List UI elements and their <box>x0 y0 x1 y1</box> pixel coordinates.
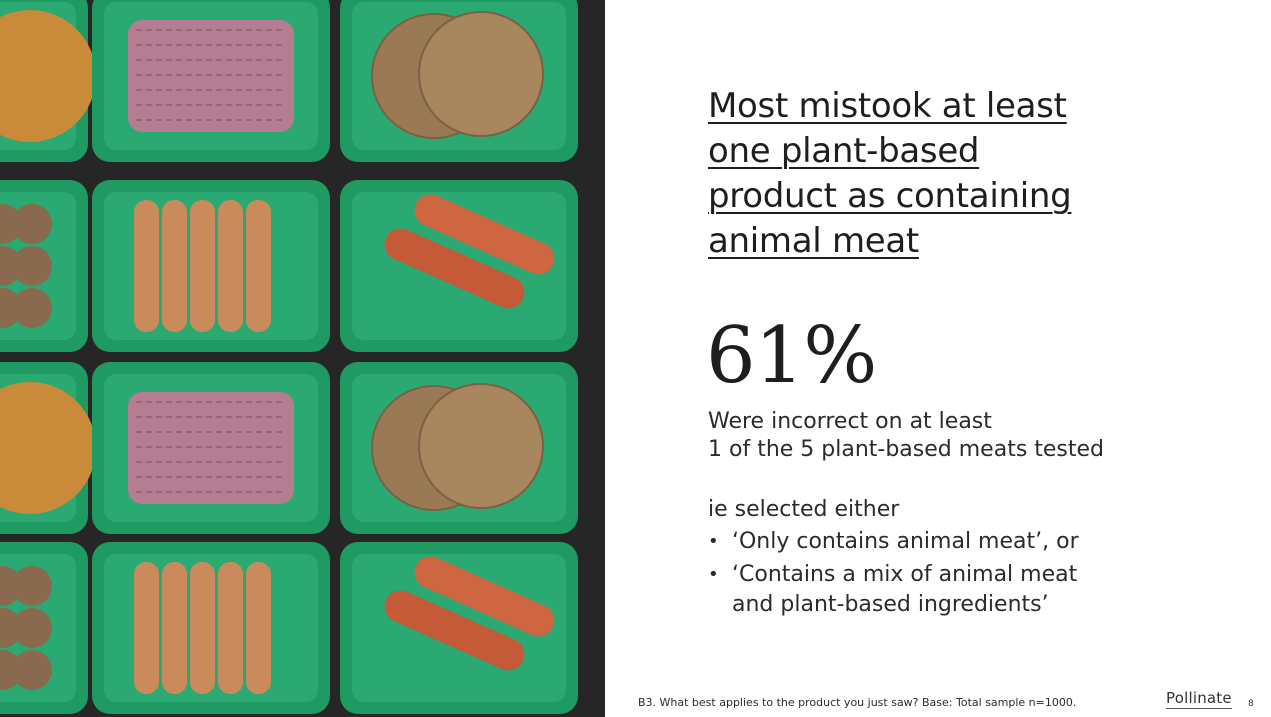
option-text-line-1: ‘Contains a mix of animal meat <box>732 562 1078 587</box>
option-item: • ‘Contains a mix of animal meat and pla… <box>708 560 1228 620</box>
stat-description: Were incorrect on at least 1 of the 5 pl… <box>708 408 1228 464</box>
bullet-icon: • <box>708 531 719 552</box>
meatball <box>12 608 52 648</box>
options-list: • ‘Only contains animal meat’, or • ‘Con… <box>708 527 1228 620</box>
red-sausage <box>414 556 555 637</box>
red-sausage <box>384 590 525 671</box>
breaded-patty <box>0 10 96 142</box>
title-line-3: product as containing <box>708 176 1072 216</box>
sausage <box>134 562 159 694</box>
stat-value: 61% <box>706 311 877 401</box>
sausage <box>246 200 271 332</box>
red-sausage <box>384 228 525 309</box>
page-number: 8 <box>1248 699 1254 709</box>
slide-title: Most mistook at least one plant-based pr… <box>708 84 1168 264</box>
patty <box>418 11 544 137</box>
option-item: • ‘Only contains animal meat’, or <box>708 527 1228 557</box>
title-line-1: Most mistook at least <box>708 86 1067 126</box>
bullet-icon: • <box>708 564 719 585</box>
stat-description-line-2: 1 of the 5 plant-based meats tested <box>708 437 1105 462</box>
breaded-patty <box>0 382 96 514</box>
sausage <box>190 562 215 694</box>
footnote: B3. What best applies to the product you… <box>638 696 1077 709</box>
food-trays-illustration <box>0 0 578 714</box>
meatball <box>12 566 52 606</box>
food-trays-photo <box>0 0 605 717</box>
sausage <box>162 562 187 694</box>
red-sausage <box>414 194 555 275</box>
sausage <box>162 200 187 332</box>
title-line-2: one plant-based <box>708 131 980 171</box>
option-text: ‘Only contains animal meat’, or <box>732 529 1079 554</box>
sausage <box>246 562 271 694</box>
meatball <box>12 650 52 690</box>
sausage <box>218 200 243 332</box>
meatball <box>12 204 52 244</box>
answer-options: ie selected either • ‘Only contains anim… <box>708 495 1228 623</box>
sausage <box>134 200 159 332</box>
options-intro: ie selected either <box>708 497 900 522</box>
sausage <box>190 200 215 332</box>
stat-description-line-1: Were incorrect on at least <box>708 409 992 434</box>
meatball <box>12 288 52 328</box>
patty <box>418 383 544 509</box>
title-line-4: animal meat <box>708 221 919 261</box>
sausage <box>218 562 243 694</box>
meatball <box>12 246 52 286</box>
pollinate-logo: Pollinate <box>1166 689 1232 709</box>
option-text-line-2: and plant-based ingredients’ <box>732 592 1049 617</box>
